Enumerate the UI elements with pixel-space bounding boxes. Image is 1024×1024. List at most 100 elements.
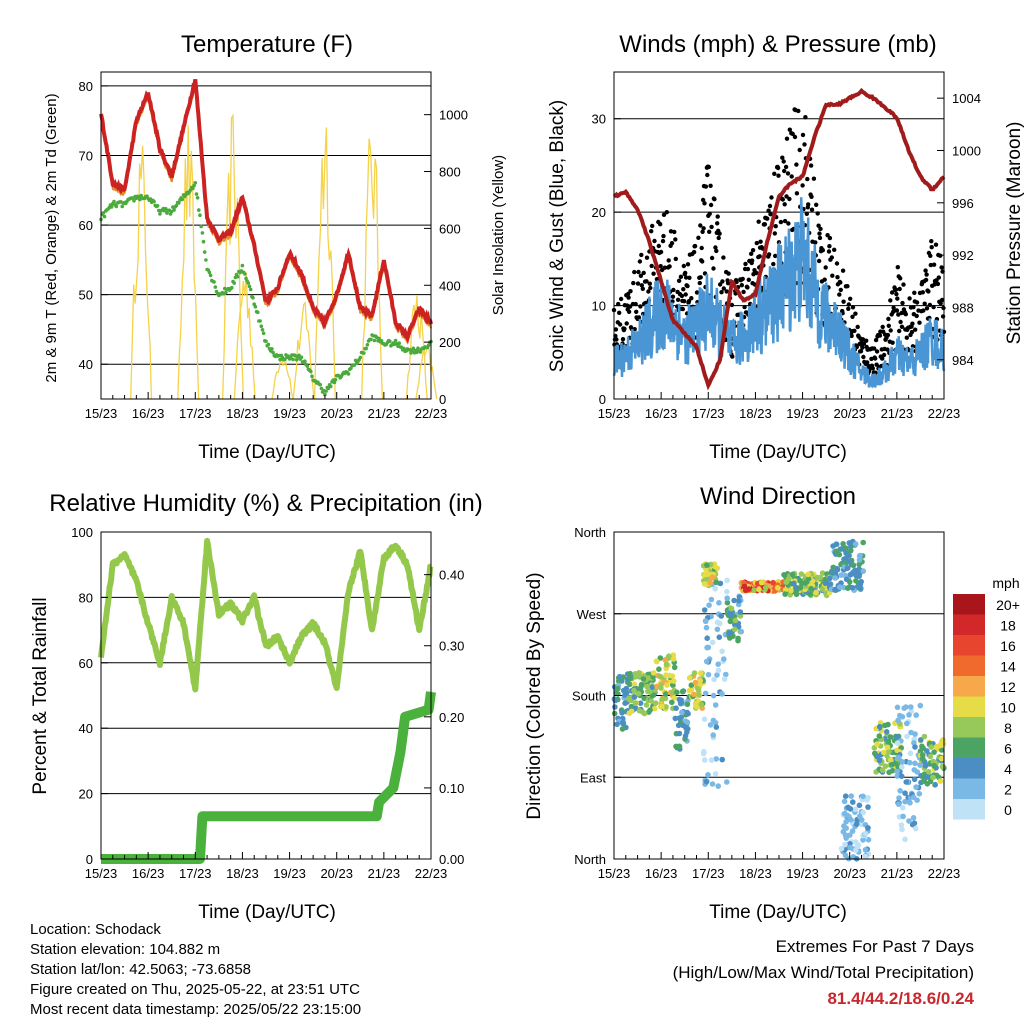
gust-point xyxy=(745,285,750,290)
legend-swatch xyxy=(953,758,985,779)
gust-point xyxy=(754,270,759,276)
station-info: Location: Schodack Station elevation: 10… xyxy=(30,920,361,1020)
direction-point xyxy=(627,670,633,677)
gust-point xyxy=(787,127,792,132)
gust-point xyxy=(832,247,837,252)
gust-point xyxy=(923,277,929,283)
direction-point xyxy=(686,687,693,694)
direction-point xyxy=(656,666,662,672)
direction-point xyxy=(830,564,836,571)
gust-point xyxy=(796,108,801,114)
gust-point xyxy=(797,147,802,153)
gust-point xyxy=(894,308,900,313)
gust-point xyxy=(707,211,712,216)
gust-point xyxy=(696,235,701,240)
direction-point xyxy=(798,571,805,577)
gust-point xyxy=(933,242,939,247)
direction-point xyxy=(858,585,864,592)
dewpoint-point xyxy=(352,363,357,367)
direction-point xyxy=(896,754,902,761)
gust-point xyxy=(772,171,777,176)
direction-point xyxy=(853,821,860,827)
direction-point xyxy=(657,673,663,680)
gust-point xyxy=(708,202,714,208)
direction-point xyxy=(685,711,691,717)
gust-point xyxy=(804,211,809,216)
direction-point xyxy=(897,788,903,794)
gust-point xyxy=(778,219,784,225)
gust-point xyxy=(861,354,866,360)
gust-point xyxy=(814,202,819,207)
gust-point xyxy=(636,315,642,320)
legend-label: 20+ xyxy=(996,597,1020,613)
direction-point xyxy=(727,611,734,618)
y-tick-label: 70 xyxy=(79,148,93,163)
direction-point xyxy=(713,724,720,730)
gust-point xyxy=(766,252,772,257)
gust-point xyxy=(717,231,722,236)
direction-point xyxy=(698,701,705,708)
temperature-title: Temperature (F) xyxy=(181,31,353,58)
humidity-title: Relative Humidity (%) & Precipitation (i… xyxy=(49,490,482,517)
gust-point xyxy=(907,296,912,301)
dewpoint-point xyxy=(324,389,328,393)
direction-point xyxy=(619,720,626,726)
direction-point xyxy=(859,817,865,823)
direction-point xyxy=(797,585,804,591)
direction-point xyxy=(709,574,716,580)
winds-ylabel: Sonic Wind & Gust (Blue, Black) xyxy=(547,100,568,372)
direction-point xyxy=(876,733,883,739)
direction-point xyxy=(805,571,811,578)
direction-point xyxy=(899,764,905,770)
direction-point xyxy=(911,776,918,783)
direction-point xyxy=(913,784,919,790)
dewpoint-point xyxy=(318,382,323,387)
gust-point xyxy=(680,306,685,312)
gust-point xyxy=(888,298,893,303)
direction-point xyxy=(732,626,738,633)
gust-point xyxy=(940,314,946,319)
direction-point xyxy=(650,670,657,676)
gust-point xyxy=(685,262,691,267)
gust-point xyxy=(638,273,644,278)
gust-point xyxy=(904,335,909,340)
dewpoint-point xyxy=(204,258,208,262)
dewpoint-point xyxy=(199,224,203,229)
gust-point xyxy=(923,268,928,273)
gust-point xyxy=(929,245,934,250)
dewpoint-point xyxy=(213,285,218,289)
gust-point xyxy=(715,221,720,226)
gust-point xyxy=(626,309,632,314)
direction-point xyxy=(937,778,944,784)
y-tick-label: East xyxy=(580,770,606,785)
direction-point xyxy=(715,783,721,789)
gust-point xyxy=(816,223,821,228)
legend-label: 12 xyxy=(1000,679,1016,695)
direction-point xyxy=(717,580,724,587)
gust-point xyxy=(637,259,643,264)
direction-point xyxy=(907,800,913,806)
solar-spike xyxy=(130,145,153,400)
gust-point xyxy=(929,239,934,244)
direction-point xyxy=(912,731,918,737)
gust-point xyxy=(927,302,933,308)
dewpoint-point xyxy=(372,338,377,343)
direction-point xyxy=(663,661,670,668)
gust-point xyxy=(617,310,622,315)
direction-point xyxy=(714,626,721,633)
direction-point xyxy=(672,715,679,722)
direction-point xyxy=(712,771,719,777)
x-tick-label: 21/23 xyxy=(881,406,914,421)
direction-point xyxy=(912,760,918,767)
direction-point xyxy=(756,586,762,593)
direction-point xyxy=(737,613,744,619)
direction-point xyxy=(847,844,853,851)
direction-point xyxy=(631,681,638,688)
dewpoint-point xyxy=(201,239,206,244)
gust-point xyxy=(803,115,808,120)
direction-point xyxy=(846,579,853,585)
direction-point xyxy=(894,734,900,740)
y-tick-label: 0.30 xyxy=(439,639,464,654)
direction-point xyxy=(703,778,710,785)
winds-x-ticks: 15/23 16/23 17/23 18/23 19/23 20/23 21/23 22/23 xyxy=(598,392,960,421)
